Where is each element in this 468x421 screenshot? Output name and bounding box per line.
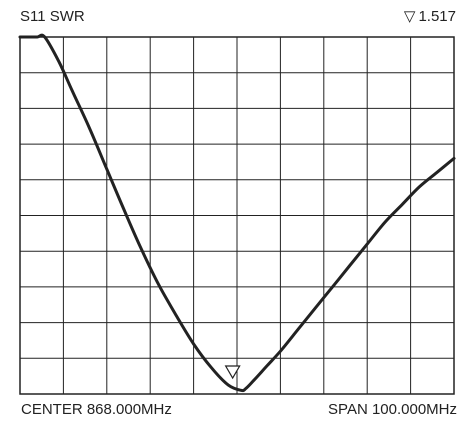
grid-lines: [20, 37, 454, 394]
span-label: SPAN 100.000MHz: [328, 401, 457, 418]
marker-symbol: ▽: [403, 8, 416, 25]
trace-title: S11 SWR: [20, 8, 85, 25]
marker-triangle-icon: [224, 365, 241, 380]
marker-readout: ▽ 1.517: [404, 8, 456, 26]
swr-trace-line: [18, 33, 456, 393]
center-frequency-label: CENTER 868.000MHz: [21, 401, 172, 418]
marker-layer: [224, 365, 241, 380]
marker-value: 1.517: [418, 8, 456, 25]
